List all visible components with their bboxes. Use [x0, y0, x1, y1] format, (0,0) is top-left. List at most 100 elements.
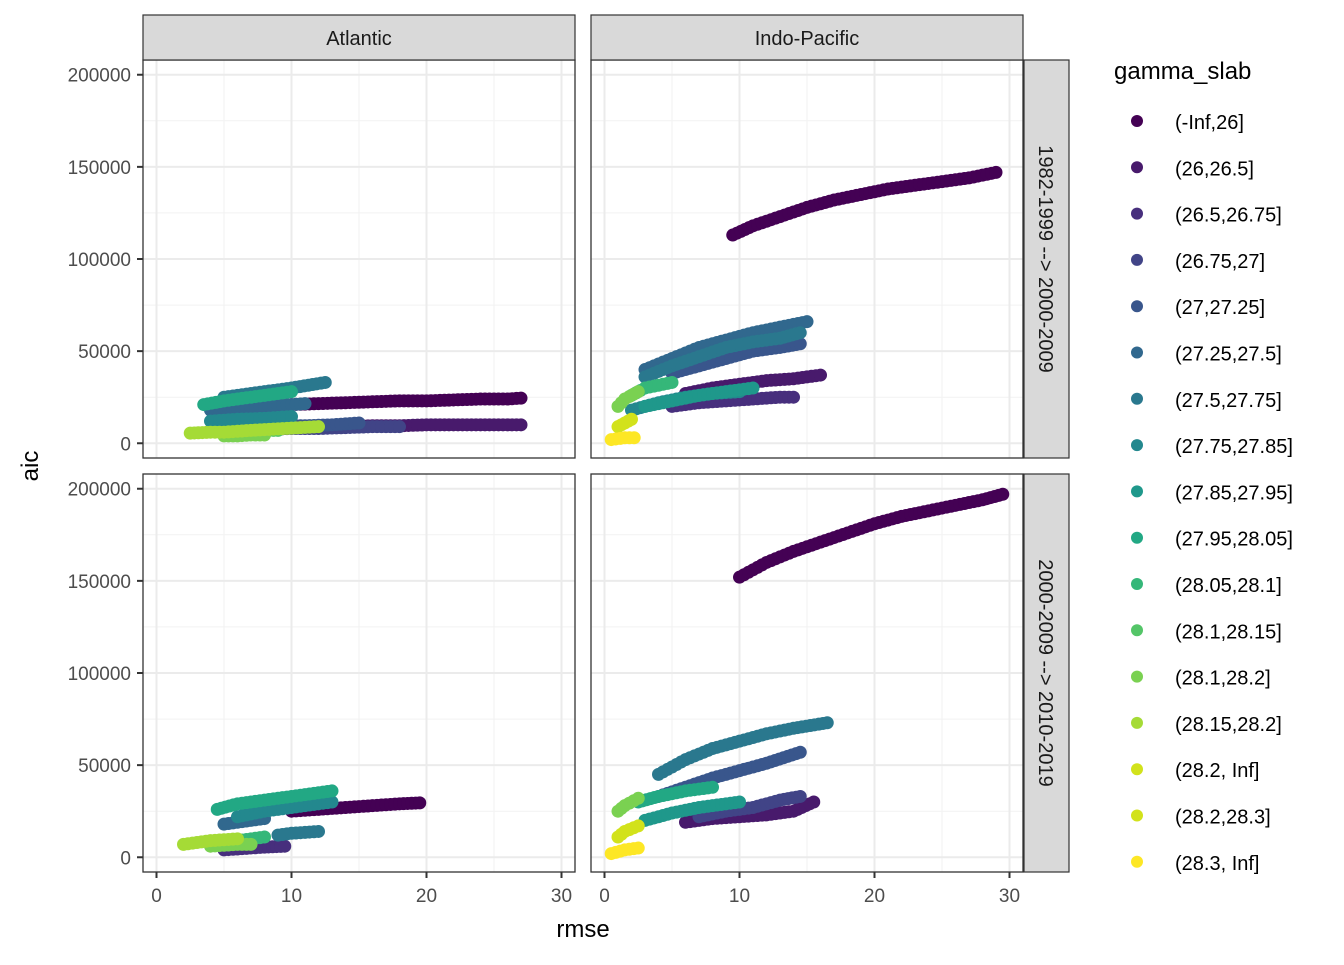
legend-item: (27.85,27.95]: [1131, 482, 1293, 504]
legend-label: (27.75,27.85]: [1175, 436, 1293, 458]
data-point: [231, 832, 244, 846]
legend-key-dot: [1131, 763, 1143, 776]
y-tick-label: 0: [120, 434, 131, 455]
data-point: [298, 397, 312, 411]
panel-3: 0 10 20 30: [590, 473, 1024, 907]
data-point: [800, 315, 814, 329]
data-point: [733, 795, 746, 809]
data-point: [807, 795, 821, 809]
data-point: [989, 165, 1003, 179]
strip-row-2: [1023, 473, 1070, 873]
data-point: [706, 780, 719, 794]
x-tick-label: 0: [599, 886, 610, 907]
legend-item: (28.3, Inf]: [1131, 853, 1260, 875]
y-tick-label: 150000: [68, 158, 131, 179]
legend-label: (28.15,28.2]: [1175, 714, 1282, 736]
panel-2: 0 50000 100000 150000 200000 0 10 20 30: [68, 473, 576, 907]
y-tick-label: 50000: [78, 756, 131, 777]
y-tick-label: 150000: [68, 572, 131, 593]
data-point: [285, 410, 298, 424]
y-tick-label: 200000: [68, 480, 131, 501]
legend-item: (27.25,27.5]: [1131, 344, 1282, 366]
data-point: [285, 385, 298, 399]
legend-key-dot: [1131, 531, 1143, 544]
panel-1: [590, 59, 1024, 459]
legend-label: (26.5,26.75]: [1175, 205, 1282, 227]
y-tick-label: 100000: [68, 250, 131, 271]
x-tick-label: 30: [551, 886, 572, 907]
legend-key-dot: [1131, 809, 1143, 822]
data-point: [352, 416, 366, 430]
x-tick-label: 20: [864, 886, 885, 907]
legend-label: (27,27.25]: [1175, 297, 1265, 319]
data-point: [793, 789, 807, 803]
legend-key-dot: [1131, 115, 1143, 127]
legend-label: (28.3, Inf]: [1175, 853, 1260, 875]
legend-item: (27.75,27.85]: [1131, 436, 1293, 458]
strip-label-row-1: 1982-1999 --> 2000-2009: [1034, 145, 1056, 372]
data-point: [514, 418, 528, 432]
strip-label-row-2: 2000-2009 --> 2010-2019: [1034, 559, 1056, 786]
legend-item: (26,26.5]: [1131, 158, 1254, 180]
legend-item: (28.1,28.2]: [1131, 668, 1271, 690]
data-point: [814, 368, 827, 382]
data-point: [325, 795, 339, 809]
legend-key-dot: [1131, 300, 1143, 313]
data-point: [996, 487, 1010, 501]
data-point: [318, 375, 332, 389]
legend-item: (26.5,26.75]: [1131, 205, 1282, 227]
y-tick-label: 100000: [68, 664, 131, 685]
legend-label: (28.1,28.2]: [1175, 668, 1271, 690]
data-point: [793, 326, 807, 340]
legend-key-dot: [1131, 439, 1143, 452]
legend: (-Inf,26] (26,26.5] (26.5,26.75] (26.75,27]…: [1131, 112, 1293, 875]
data-point: [244, 837, 258, 851]
y-tick-label: 0: [120, 848, 131, 869]
legend-item: (28.2, Inf]: [1131, 760, 1260, 782]
legend-label: (28.05,28.1]: [1175, 575, 1282, 597]
data-point: [631, 385, 645, 399]
legend-label: (26.75,27]: [1175, 251, 1265, 273]
legend-key-dot: [1131, 207, 1143, 220]
legend-item: (28.2,28.3]: [1131, 807, 1271, 829]
legend-label: (26,26.5]: [1175, 158, 1254, 180]
legend-key-dot: [1131, 624, 1143, 637]
legend-item: (-Inf,26]: [1131, 112, 1244, 134]
data-point: [746, 381, 760, 395]
data-point: [325, 784, 339, 798]
legend-item: (27.5,27.75]: [1131, 390, 1282, 412]
x-tick-label: 0: [151, 886, 162, 907]
data-point: [393, 420, 406, 434]
legend-item: (28.15,28.2]: [1131, 714, 1282, 736]
panel-0: 0 50000 100000 150000 200000: [68, 59, 576, 459]
legend-label: (27.95,28.05]: [1175, 529, 1293, 551]
y-tick-label: 50000: [78, 342, 131, 363]
data-point: [793, 745, 807, 759]
legend-key-dot: [1131, 855, 1143, 868]
legend-key-dot: [1131, 161, 1143, 174]
strip-label-atlantic: Atlantic: [326, 28, 392, 50]
legend-item: (26.75,27]: [1131, 251, 1265, 273]
data-point: [312, 420, 325, 434]
strip-indo-pacific: [590, 14, 1024, 61]
legend-key-dot: [1131, 392, 1143, 405]
strip-row-1: [1023, 59, 1070, 459]
data-point: [631, 841, 645, 855]
legend-label: (28.2,28.3]: [1175, 807, 1271, 829]
data-point: [631, 819, 645, 833]
legend-key-dot: [1131, 485, 1143, 498]
strip-label-indo-pacific: Indo-Pacific: [755, 28, 860, 50]
legend-label: (27.85,27.95]: [1175, 482, 1293, 504]
panel-border: [590, 473, 1024, 873]
data-point: [514, 391, 528, 405]
legend-item: (27.95,28.05]: [1131, 529, 1293, 551]
legend-key-dot: [1131, 578, 1143, 590]
data-point: [665, 375, 679, 389]
legend-title: gamma_slab: [1114, 58, 1251, 85]
legend-key-dot: [1131, 346, 1143, 359]
strip-atlantic: [142, 14, 576, 61]
data-point: [631, 791, 645, 805]
data-point: [413, 796, 427, 810]
legend-label: (-Inf,26]: [1175, 112, 1244, 134]
